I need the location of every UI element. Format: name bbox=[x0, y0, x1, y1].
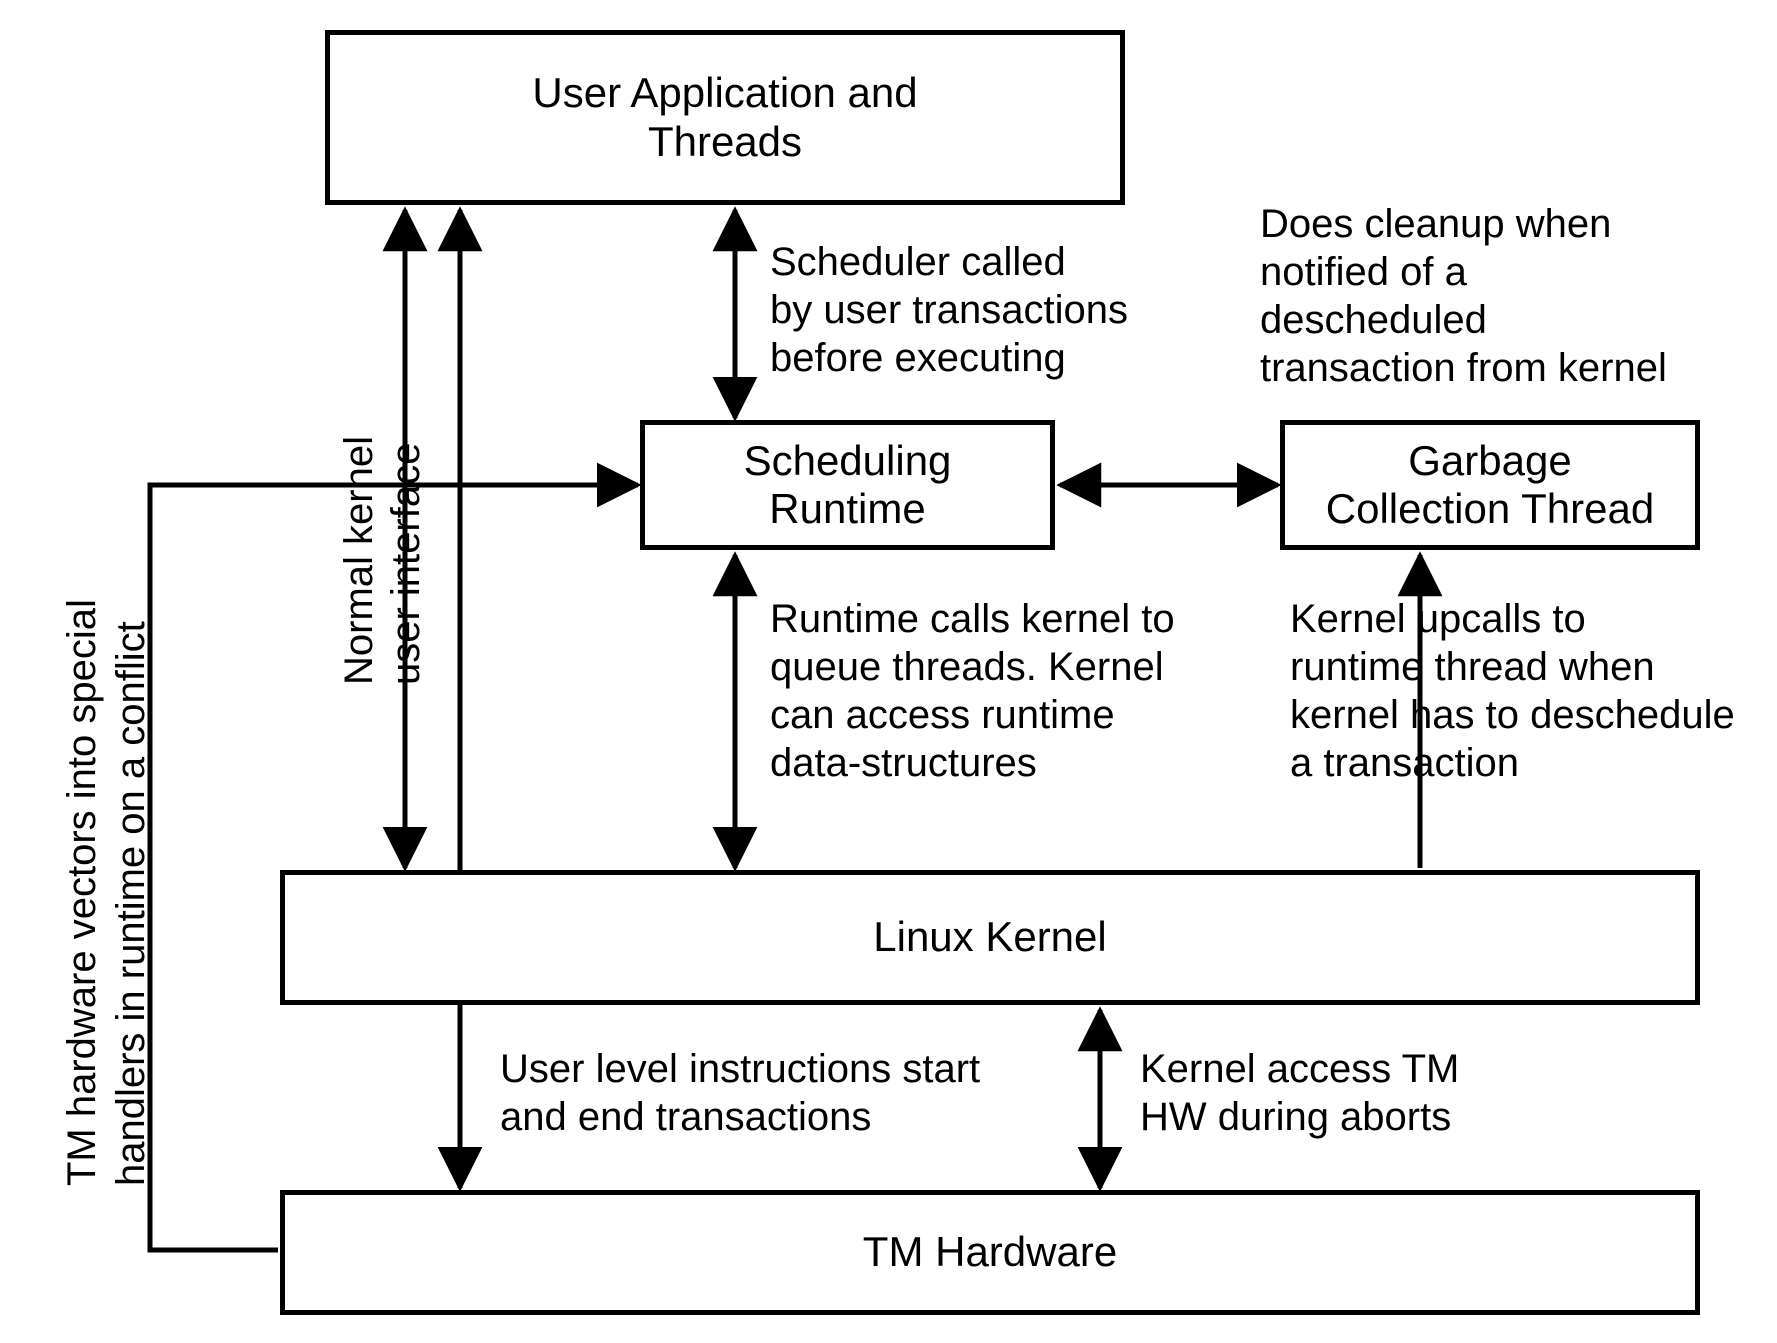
label-normal-kernel-line2: user interface bbox=[382, 443, 430, 685]
node-gc-thread-label: GarbageCollection Thread bbox=[1326, 437, 1654, 534]
label-kernel-upcalls: Kernel upcalls toruntime thread whenkern… bbox=[1290, 595, 1777, 787]
label-runtime-calls: Runtime calls kernel toqueue threads. Ke… bbox=[770, 595, 1250, 787]
diagram-stage: User Application andThreads SchedulingRu… bbox=[0, 0, 1777, 1343]
node-user-app-label: User Application andThreads bbox=[532, 69, 917, 166]
node-sched-runtime: SchedulingRuntime bbox=[640, 420, 1055, 550]
node-linux-kernel: Linux Kernel bbox=[280, 870, 1700, 1005]
label-scheduler-called: Scheduler calledby user transactionsbefo… bbox=[770, 238, 1220, 382]
label-user-instr: User level instructions startand end tra… bbox=[500, 1045, 1060, 1141]
node-user-app: User Application andThreads bbox=[325, 30, 1125, 205]
label-does-cleanup: Does cleanup whennotified of adeschedule… bbox=[1260, 200, 1760, 392]
label-tm-vectors-line1: TM hardware vectors into special bbox=[58, 599, 106, 1186]
node-tm-hardware: TM Hardware bbox=[280, 1190, 1700, 1315]
node-linux-kernel-label: Linux Kernel bbox=[873, 913, 1106, 961]
node-gc-thread: GarbageCollection Thread bbox=[1280, 420, 1700, 550]
label-kernel-access: Kernel access TMHW during aborts bbox=[1140, 1045, 1560, 1141]
label-tm-vectors-line2: handlers in runtime on a conflict bbox=[107, 621, 155, 1186]
node-sched-runtime-label: SchedulingRuntime bbox=[744, 437, 952, 534]
node-tm-hardware-label: TM Hardware bbox=[863, 1228, 1117, 1276]
label-normal-kernel-line1: Normal kernel bbox=[335, 436, 383, 685]
